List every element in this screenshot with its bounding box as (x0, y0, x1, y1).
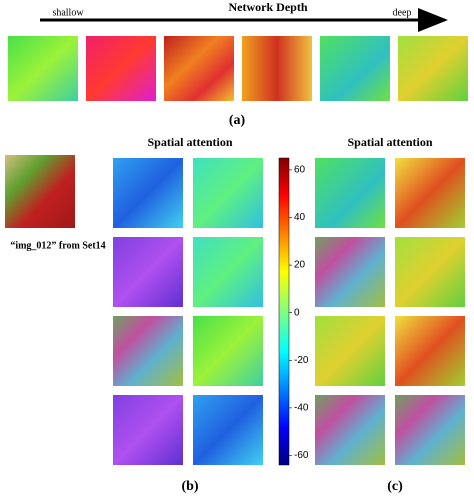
feature-map (86, 36, 156, 101)
attention-title: Spatial attention (147, 135, 232, 149)
attention-map (113, 158, 183, 228)
input-caption: “img_012” from Set14 (10, 240, 105, 251)
attention-map (315, 158, 385, 228)
colorbar-tick-label: 60 (294, 165, 306, 176)
feature-map (242, 36, 312, 101)
attention-map (113, 395, 183, 465)
feature-map (8, 36, 78, 101)
attention-title: Spatial attention (347, 135, 432, 149)
attention-map (315, 237, 385, 307)
attention-map (193, 158, 263, 228)
attention-map (193, 395, 263, 465)
panel-label: (c) (387, 479, 403, 494)
deep-label: deep (393, 7, 412, 18)
colorbar-ticks: 60 40 20 0 -20 -40 -60 (289, 165, 309, 461)
attention-map (113, 237, 183, 307)
grid-b (113, 158, 263, 465)
feature-map (164, 36, 234, 101)
depth-row (8, 36, 468, 101)
colorbar-tick-label: 20 (294, 260, 306, 271)
attention-map (395, 395, 465, 465)
attention-map (395, 158, 465, 228)
depth-title: Network Depth (229, 0, 308, 14)
panel-label: (a) (229, 113, 246, 128)
colorbar-tick-label: 0 (294, 307, 300, 318)
panel-label: (b) (181, 479, 198, 494)
attention-map (315, 316, 385, 386)
colorbar-tick-label: -40 (294, 403, 309, 414)
colorbar (278, 157, 290, 466)
attention-map (395, 316, 465, 386)
colorbar-tick-label: 40 (294, 212, 306, 223)
colorbar-tick-label: -60 (294, 450, 309, 461)
grid-c (315, 158, 465, 465)
attention-map (315, 395, 385, 465)
colorbar-tick-label: -20 (294, 355, 309, 366)
attention-map (113, 316, 183, 386)
feature-map (320, 36, 390, 101)
attention-map (193, 237, 263, 307)
feature-map (398, 36, 468, 101)
attention-map (193, 316, 263, 386)
input-image (5, 155, 75, 228)
shallow-label: shallow (52, 7, 84, 18)
attention-map (395, 237, 465, 307)
